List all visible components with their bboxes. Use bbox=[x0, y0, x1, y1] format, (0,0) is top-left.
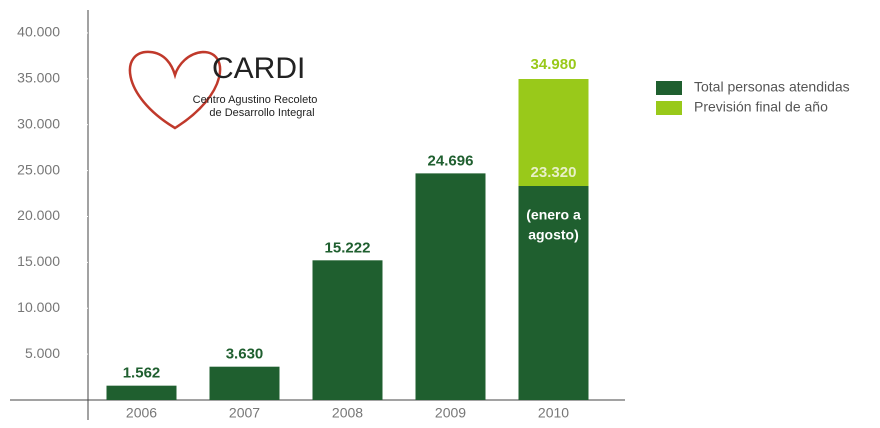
bar-segment bbox=[312, 260, 383, 400]
y-tick-label: 20.000 bbox=[17, 207, 60, 223]
legend-swatch bbox=[656, 81, 682, 95]
value-label: 3.630 bbox=[226, 346, 264, 363]
logo-heart bbox=[128, 50, 222, 130]
legend-swatch bbox=[656, 101, 682, 115]
legend-label: Total personas atendidas bbox=[694, 79, 850, 95]
logo-subtitle: de Desarrollo Integral bbox=[209, 107, 314, 119]
value-label: 24.696 bbox=[428, 152, 474, 169]
x-tick-label: 2009 bbox=[435, 405, 466, 421]
logo-subtitle: Centro Agustino Recoleto bbox=[193, 94, 318, 106]
y-tick-label: 35.000 bbox=[17, 70, 60, 86]
bar-segment bbox=[415, 173, 486, 400]
x-tick-label: 2007 bbox=[229, 405, 260, 421]
y-tick-label: 15.000 bbox=[17, 253, 60, 269]
logo-title: CARDI bbox=[212, 52, 305, 85]
bar-segment bbox=[518, 79, 589, 187]
note: (enero a bbox=[526, 207, 581, 223]
y-tick-label: 5.000 bbox=[25, 345, 60, 361]
note: agosto) bbox=[528, 227, 579, 243]
value-label: 15.222 bbox=[325, 239, 371, 256]
legend-label: Previsión final de año bbox=[694, 99, 828, 115]
value-label: 1.562 bbox=[123, 365, 161, 382]
value-label: 23.320 bbox=[531, 164, 577, 181]
y-tick-label: 40.000 bbox=[17, 24, 60, 40]
x-tick-label: 2006 bbox=[126, 405, 157, 421]
bar-segment bbox=[209, 366, 280, 400]
logo: CARDI Centro Agustino Recoleto de Desarr… bbox=[128, 50, 318, 130]
bar-segment bbox=[106, 385, 177, 400]
bar-segment bbox=[518, 186, 589, 400]
y-tick-label: 30.000 bbox=[17, 115, 60, 131]
y-tick-label: 25.000 bbox=[17, 161, 60, 177]
y-tick-label: 10.000 bbox=[17, 299, 60, 315]
x-tick-label: 2008 bbox=[332, 405, 363, 421]
total-label: 34.980 bbox=[531, 56, 577, 73]
x-tick-label: 2010 bbox=[538, 405, 569, 421]
